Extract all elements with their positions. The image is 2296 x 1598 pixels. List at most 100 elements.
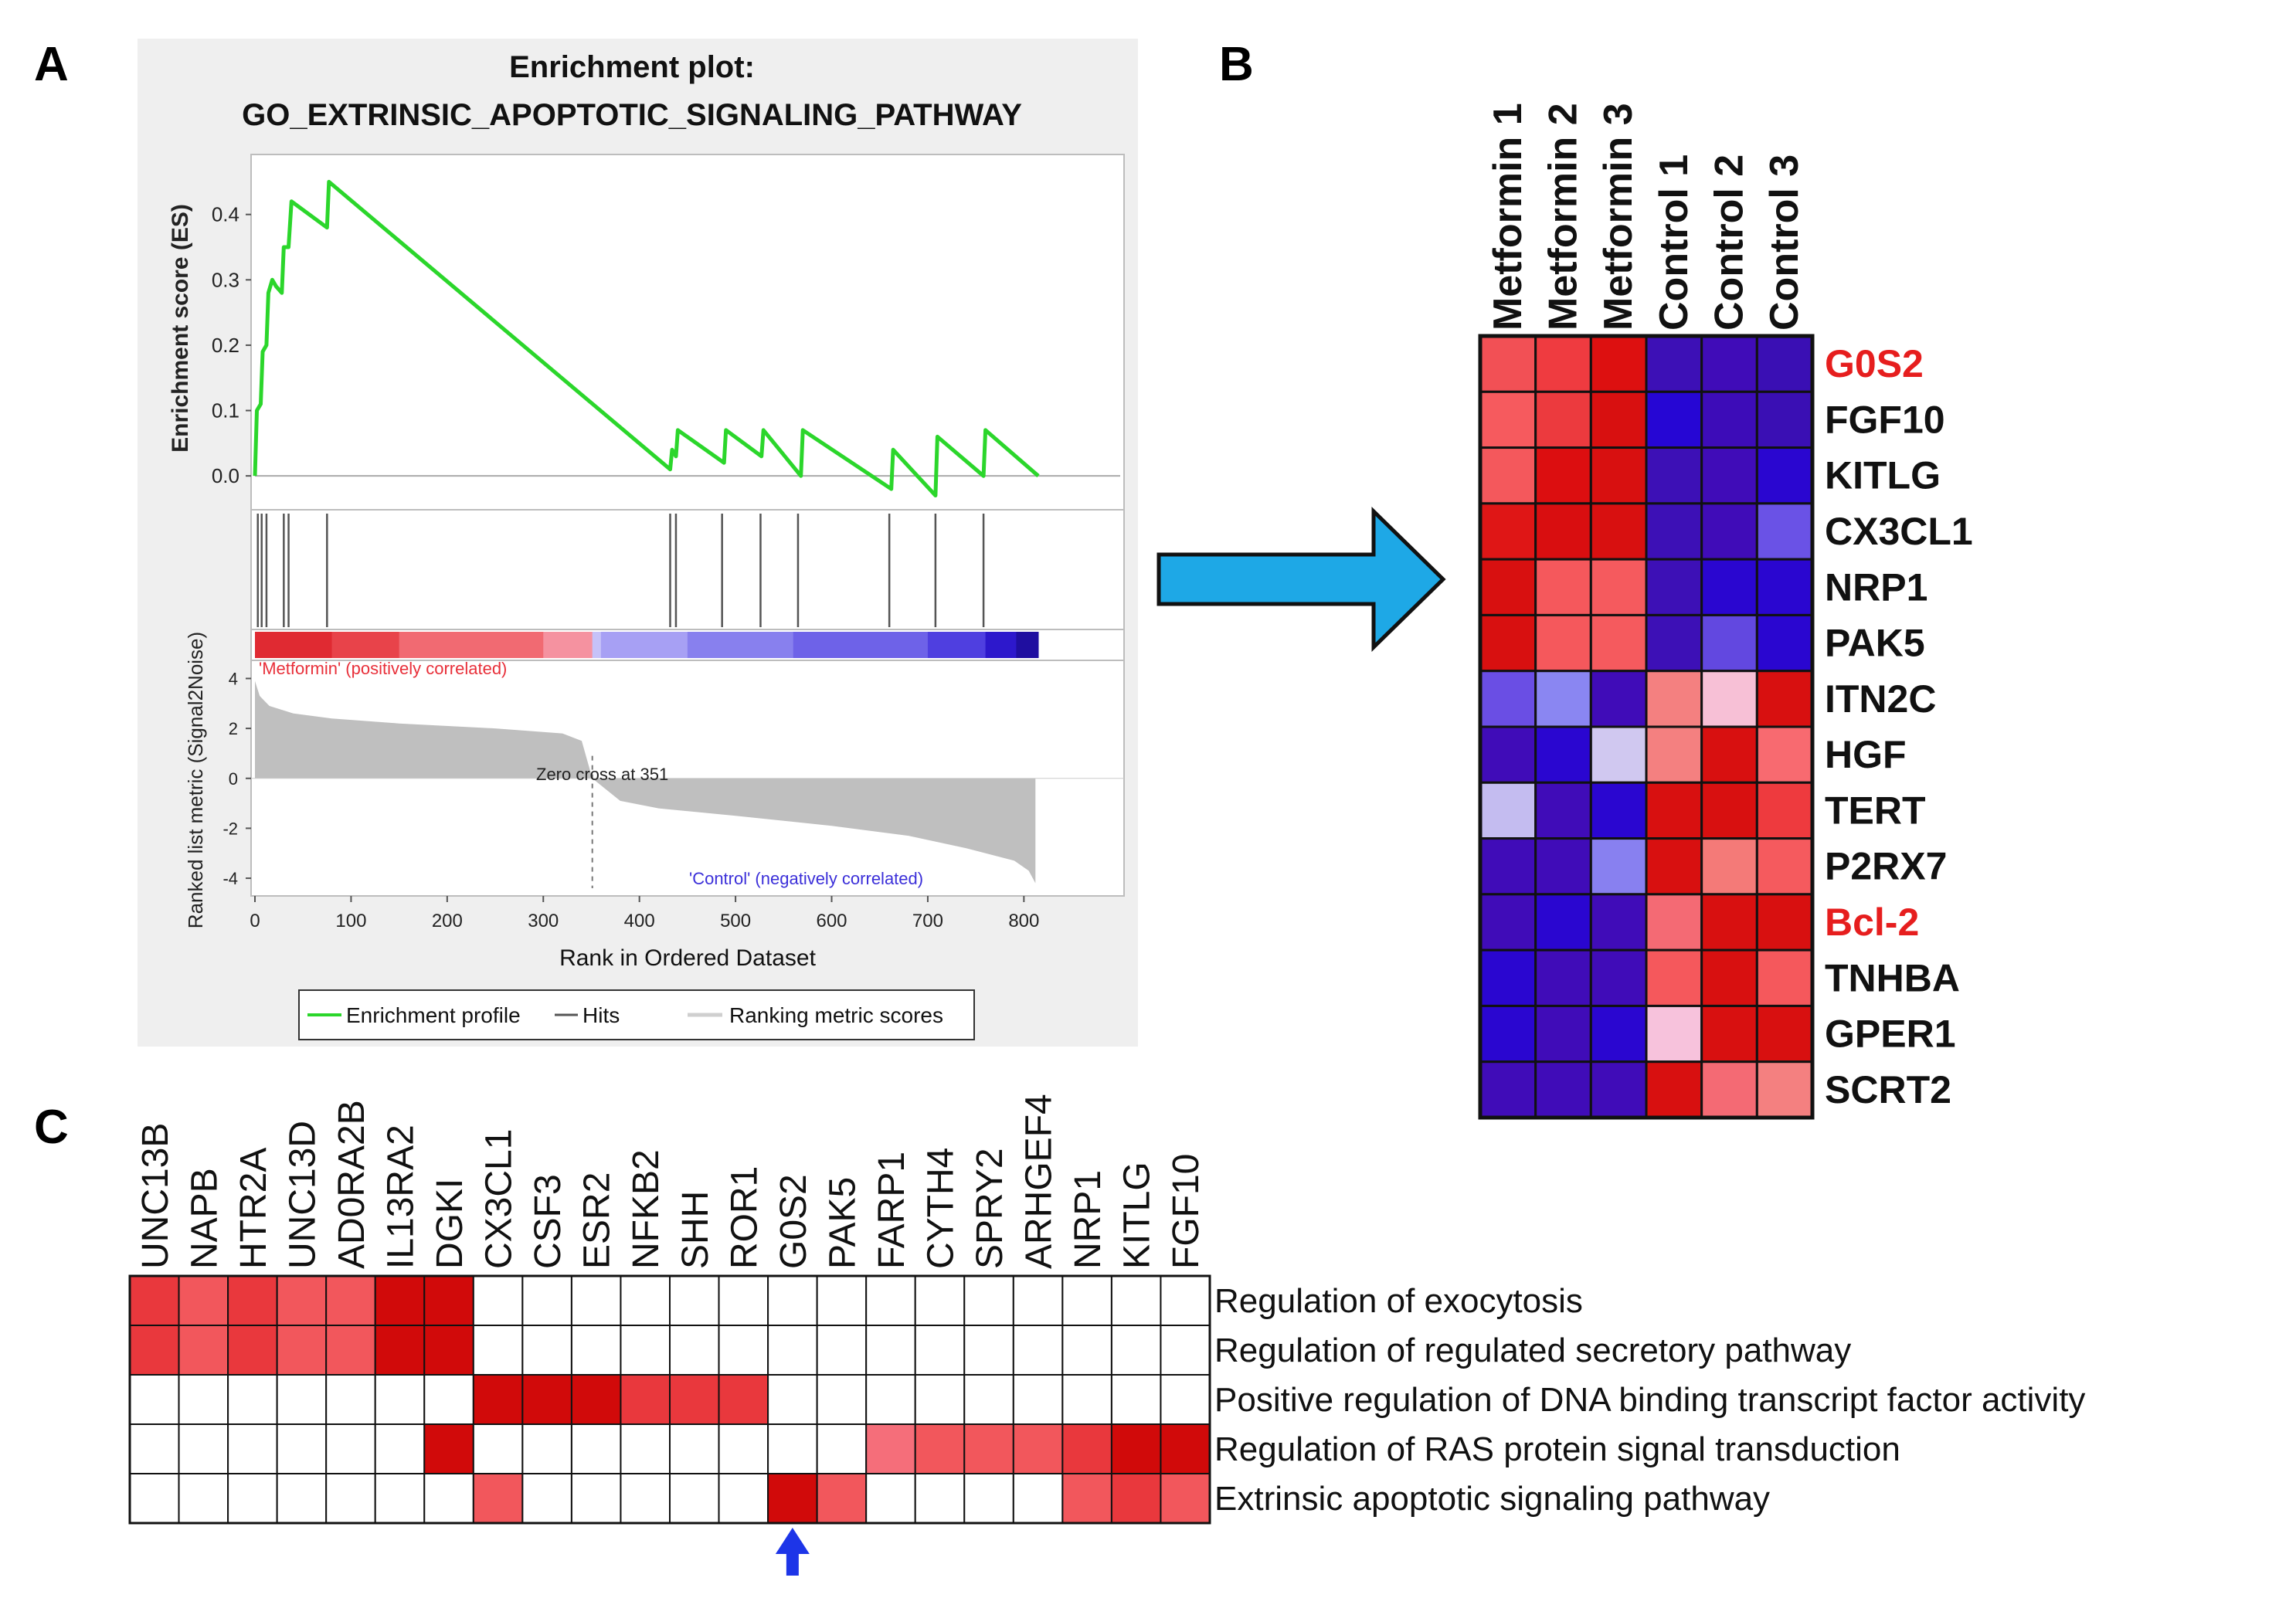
panel-b-cell — [1700, 893, 1758, 952]
panel-b-gene-label: ITN2C — [1825, 677, 1936, 721]
panel-c-cell — [1110, 1275, 1162, 1326]
panel-b-cell — [1534, 948, 1592, 1007]
panel-c-cell — [963, 1325, 1014, 1376]
panel-c-cell — [865, 1473, 916, 1524]
panel-c-cell — [276, 1325, 328, 1376]
color-bar-segment — [592, 632, 602, 658]
es-tick-label: 0.4 — [212, 203, 239, 226]
panel-letter-c: C — [34, 1101, 69, 1154]
color-bar-segment — [985, 632, 1017, 658]
panel-b-cell — [1534, 502, 1592, 561]
panel-b-cell — [1589, 613, 1648, 673]
ranking-tick-label: 0 — [229, 769, 238, 789]
x-tick-label: 100 — [335, 911, 366, 931]
panel-c-cell — [374, 1275, 426, 1326]
panel-c-cell — [472, 1374, 524, 1425]
panel-b-cell — [1755, 1060, 1814, 1119]
panel-c-heatmap: UNC13B NAPB HTR2A UNC13D AD0RA2B IL13RA2 DGKI C… — [128, 1094, 2085, 1576]
panel-c-cell — [1160, 1325, 1211, 1376]
panel-c-cell — [914, 1325, 966, 1376]
panel-b-cell — [1589, 837, 1648, 896]
panel-c-column-label: G0S2 — [773, 1174, 814, 1269]
panel-b-cell — [1479, 725, 1537, 784]
legend-box — [298, 989, 975, 1040]
panel-c-cell — [963, 1374, 1014, 1425]
panel-b-cell — [1589, 446, 1648, 505]
es-axis: 0.0 0.1 0.2 0.3 0.4 — [212, 203, 251, 487]
panel-b-cell — [1479, 837, 1537, 896]
panel-c-cell — [276, 1473, 328, 1524]
panel-b-cell — [1589, 1004, 1648, 1064]
panel-c-cell — [325, 1374, 376, 1425]
panel-b-cell — [1645, 1004, 1703, 1064]
color-bar-segment — [331, 632, 400, 658]
legend-hits-label: Hits — [582, 1003, 620, 1027]
enrichment-profile-line — [253, 179, 1040, 497]
es-tick-label: 0.2 — [212, 334, 239, 357]
panel-c-cell — [1110, 1325, 1162, 1376]
ranking-tick-label: 2 — [229, 719, 238, 738]
panel-b-cell — [1479, 893, 1537, 952]
panel-b-cell — [1700, 502, 1758, 561]
panel-c-column-label: ROR1 — [724, 1166, 765, 1269]
panel-b-cell — [1589, 334, 1648, 393]
panel-b-cell — [1534, 781, 1592, 840]
panel-b-cell — [1589, 948, 1648, 1007]
panel-c-column-label: NAPB — [184, 1168, 225, 1269]
panel-b-gene-label: HGF — [1825, 733, 1907, 776]
panel-a-enrichment-plot: Enrichment plot: GO_EXTRINSIC_APOPTOTIC_… — [138, 39, 1138, 1047]
positive-correlation-label: 'Metformin' (positively correlated) — [259, 659, 507, 678]
ranking-tick-label: -4 — [222, 869, 238, 888]
panel-c-cell — [865, 1325, 916, 1376]
panel-b-column-label: Control 2 — [1707, 154, 1752, 331]
panel-b-cell — [1755, 948, 1814, 1007]
panel-b-cell — [1645, 725, 1703, 784]
panel-b-column-label: Metformin 2 — [1541, 103, 1586, 331]
panel-c-term-label: Regulation of RAS protein signal transdu… — [1214, 1430, 1900, 1468]
panel-c-cell — [178, 1325, 229, 1376]
panel-c-cell — [620, 1374, 671, 1425]
panel-c-cell — [718, 1275, 769, 1326]
panel-c-term-label: Extrinsic apoptotic signaling pathway — [1214, 1480, 1770, 1518]
panel-b-cell — [1479, 558, 1537, 616]
panel-b-cell — [1479, 948, 1537, 1007]
color-bar-segment — [927, 632, 987, 658]
panel-c-cell — [1110, 1374, 1162, 1425]
panel-c-cell — [570, 1374, 622, 1425]
panel-b-cell — [1700, 390, 1758, 450]
panel-c-cell — [1110, 1423, 1162, 1474]
panel-c-cell — [1160, 1275, 1211, 1326]
panel-c-cell — [423, 1374, 474, 1425]
panel-c-cell — [963, 1423, 1014, 1474]
panel-b-cell — [1479, 613, 1537, 673]
panel-c-cell — [521, 1325, 572, 1376]
panel-c-cell — [227, 1275, 278, 1326]
panel-c-column-label: NFKB2 — [626, 1149, 667, 1269]
panel-c-cell — [521, 1275, 572, 1326]
panel-b-cell — [1700, 613, 1758, 673]
es-tick-label: 0.0 — [212, 464, 239, 487]
panel-b-cell — [1589, 502, 1648, 561]
panel-b-border — [1478, 334, 1815, 1120]
panel-c-cell — [276, 1374, 328, 1425]
panel-c-cell — [914, 1275, 966, 1326]
panel-b-cell — [1700, 837, 1758, 896]
panel-c-cell — [669, 1473, 720, 1524]
panel-b-cell — [1589, 670, 1648, 728]
panel-b-gene-label: PAK5 — [1825, 622, 1925, 665]
panel-b-gene-label: TERT — [1825, 789, 1926, 832]
panel-c-row-labels: Regulation of exocytosis Regulation of re… — [1214, 1282, 2085, 1518]
panel-b-cell — [1755, 446, 1814, 505]
panel-c-cell — [816, 1423, 868, 1474]
panel-c-cell — [325, 1325, 376, 1376]
panel-b-cell — [1479, 781, 1537, 840]
panel-c-cell — [1012, 1325, 1064, 1376]
panel-b-cell — [1645, 837, 1703, 896]
x-tick-label: 600 — [816, 911, 847, 931]
x-tick-label: 300 — [528, 911, 559, 931]
panel-b-cell — [1534, 670, 1592, 728]
panel-b-cell — [1700, 334, 1758, 393]
panel-b-gene-label: SCRT2 — [1825, 1068, 1951, 1111]
panel-b-gene-label: NRP1 — [1825, 565, 1927, 609]
panel-c-cell — [865, 1374, 916, 1425]
